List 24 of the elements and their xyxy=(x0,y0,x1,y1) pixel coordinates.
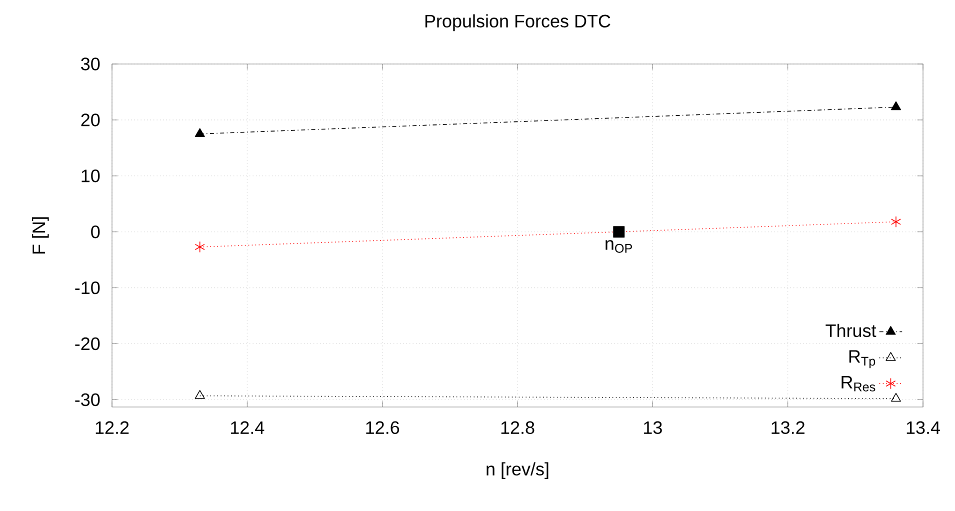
point xyxy=(194,241,205,253)
y-tick-label: 0 xyxy=(91,225,100,238)
x-tick-label: 13 xyxy=(644,421,662,434)
x-tick-label: 12.6 xyxy=(366,421,400,434)
legend-label: R$_{Res}$ xyxy=(842,376,876,392)
x-tick-label: 12.2 xyxy=(96,421,129,434)
chart-title: Propulsion Forces DTC xyxy=(425,14,610,32)
x-tick-label: 12.8 xyxy=(501,421,534,434)
y-tick-label: 30 xyxy=(81,58,100,70)
legend-label: R$_{Tp}$ xyxy=(849,350,876,368)
x-tick-label: 13.2 xyxy=(772,421,804,434)
x-tick-label: 13.4 xyxy=(906,421,940,434)
point xyxy=(890,216,901,228)
y-tick-label: 10 xyxy=(82,170,100,182)
y-tick-label: 20 xyxy=(81,114,100,126)
x-tick-label: 12.4 xyxy=(231,421,264,434)
y-axis-title: F [N] xyxy=(32,217,49,254)
x-axis-title: n [rev/s] xyxy=(486,462,548,480)
y-tick-label: -20 xyxy=(75,337,100,350)
y-tick-label: -30 xyxy=(75,393,100,406)
point xyxy=(613,226,625,238)
annotation: n$_{OP}$ xyxy=(606,240,632,253)
legend-label: Thrust xyxy=(826,324,876,338)
y-tick-label: -10 xyxy=(75,281,100,294)
